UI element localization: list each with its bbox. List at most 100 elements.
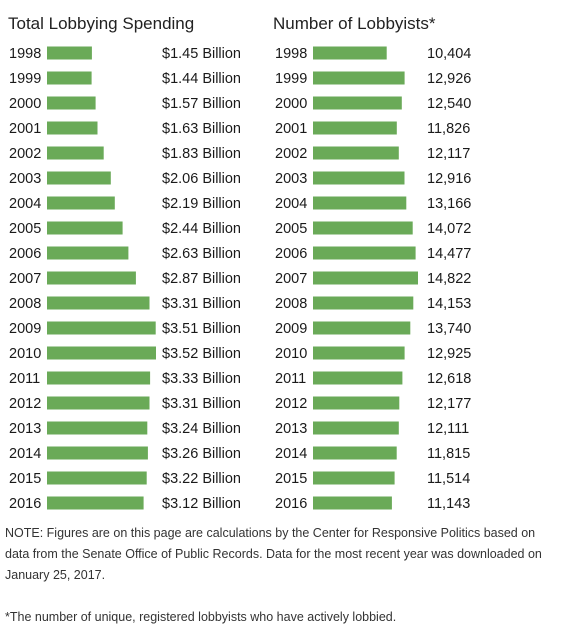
year-label: 2000 [275, 96, 307, 112]
bar [47, 96, 96, 110]
bar [47, 46, 92, 60]
bar [313, 71, 405, 85]
value-label: 14,822 [427, 271, 471, 287]
bar [313, 321, 411, 335]
bar [313, 221, 413, 235]
bar [47, 321, 156, 335]
bar [313, 421, 399, 435]
year-label: 2006 [275, 246, 307, 262]
year-label: 2005 [275, 221, 307, 237]
value-label: $3.31 Billion [162, 296, 241, 312]
bar [313, 196, 407, 210]
value-label: $1.45 Billion [162, 46, 241, 62]
lobbyists-chart-title: Number of Lobbyists* [273, 14, 436, 33]
year-label: 2006 [9, 246, 41, 262]
year-label: 2002 [275, 146, 307, 162]
bar [313, 371, 403, 385]
value-label: $3.52 Billion [162, 346, 241, 362]
footnote: *The number of unique, registered lobbyi… [5, 610, 397, 624]
year-label: 2009 [275, 321, 307, 337]
value-label: 14,477 [427, 246, 471, 262]
bar [313, 146, 399, 160]
value-label: $1.83 Billion [162, 146, 241, 162]
value-label: 12,926 [427, 71, 471, 87]
bar [313, 496, 392, 510]
value-label: 12,618 [427, 371, 471, 387]
year-label: 2011 [275, 371, 306, 387]
year-label: 2003 [9, 171, 41, 187]
bar [313, 446, 397, 460]
value-label: $2.63 Billion [162, 246, 241, 262]
spending-chart-title: Total Lobbying Spending [8, 14, 195, 33]
value-label: 14,072 [427, 221, 471, 237]
value-label: 12,177 [427, 396, 471, 412]
bar [47, 246, 129, 260]
bar [47, 196, 115, 210]
value-label: $2.87 Billion [162, 271, 241, 287]
bar [313, 296, 414, 310]
year-label: 2010 [275, 346, 307, 362]
year-label: 2014 [275, 446, 307, 462]
bar [47, 346, 156, 360]
value-label: $2.44 Billion [162, 221, 241, 237]
value-label: 11,826 [427, 121, 470, 137]
bar [313, 46, 387, 60]
value-label: 12,540 [427, 96, 471, 112]
bar [47, 446, 148, 460]
year-label: 2008 [9, 296, 41, 312]
bar [313, 171, 405, 185]
bar [47, 496, 144, 510]
year-label: 1999 [275, 71, 307, 87]
value-label: 12,916 [427, 171, 471, 187]
value-label: 12,117 [427, 146, 470, 162]
year-label: 2007 [275, 271, 307, 287]
bar [313, 96, 402, 110]
bar [47, 371, 151, 385]
bar [313, 121, 397, 135]
value-label: 13,166 [427, 196, 471, 212]
value-label: $3.12 Billion [162, 496, 241, 512]
value-label: 13,740 [427, 321, 471, 337]
year-label: 2001 [275, 121, 307, 137]
value-label: $1.44 Billion [162, 71, 241, 87]
year-label: 2003 [275, 171, 307, 187]
value-label: $2.19 Billion [162, 196, 241, 212]
year-label: 2014 [9, 446, 41, 462]
year-label: 2012 [9, 396, 41, 412]
value-label: $3.22 Billion [162, 471, 241, 487]
value-label: $1.57 Billion [162, 96, 241, 112]
year-label: 1998 [9, 46, 41, 62]
year-label: 2010 [9, 346, 41, 362]
value-label: 12,925 [427, 346, 471, 362]
year-label: 2009 [9, 321, 41, 337]
year-label: 2013 [275, 421, 307, 437]
year-label: 2008 [275, 296, 307, 312]
value-label: $3.51 Billion [162, 321, 241, 337]
value-label: $3.33 Billion [162, 371, 241, 387]
year-label: 2001 [9, 121, 41, 137]
bar [313, 346, 405, 360]
bar [47, 121, 98, 135]
year-label: 2016 [275, 496, 307, 512]
bar [47, 471, 147, 485]
year-label: 2004 [9, 196, 41, 212]
year-label: 2015 [275, 471, 307, 487]
year-label: 2013 [9, 421, 41, 437]
year-label: 2005 [9, 221, 41, 237]
value-label: 11,143 [427, 496, 470, 512]
bar [47, 396, 150, 410]
value-label: $1.63 Billion [162, 121, 241, 137]
value-label: 10,404 [427, 46, 471, 62]
year-label: 2015 [9, 471, 41, 487]
value-label: $3.31 Billion [162, 396, 241, 412]
value-label: $3.24 Billion [162, 421, 241, 437]
bar [47, 296, 150, 310]
value-label: $2.06 Billion [162, 171, 241, 187]
bar [47, 71, 92, 85]
year-label: 2004 [275, 196, 307, 212]
value-label: 11,815 [427, 446, 470, 462]
bar [47, 171, 111, 185]
bar [47, 221, 123, 235]
year-label: 2016 [9, 496, 41, 512]
